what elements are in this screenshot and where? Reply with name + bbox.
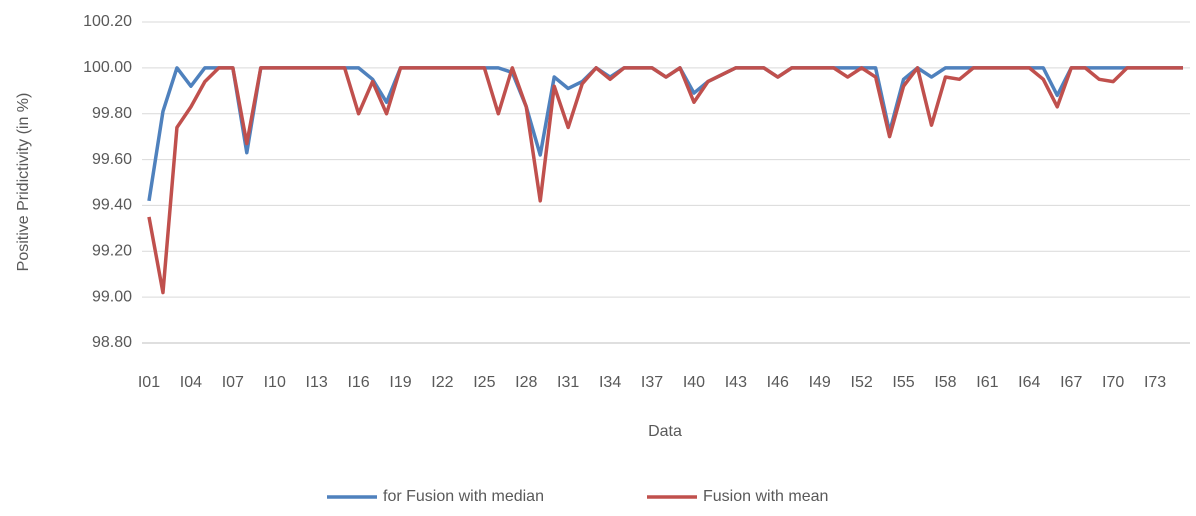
series-line <box>147 66 1184 295</box>
y-axis-title: Positive Pridictivity (in %) <box>15 93 32 272</box>
x-tick-label: I37 <box>641 374 663 391</box>
x-tick-label: I64 <box>1018 374 1040 391</box>
y-tick-label: 99.20 <box>92 243 132 260</box>
legend-label: for Fusion with median <box>383 488 544 505</box>
x-tick-label: I40 <box>683 374 705 391</box>
x-tick-label: I13 <box>306 374 328 391</box>
x-tick-label: I07 <box>222 374 244 391</box>
x-tick-label: I34 <box>599 374 621 391</box>
x-tick-label: I52 <box>851 374 873 391</box>
x-tick-label: I22 <box>431 374 453 391</box>
x-tick-label: I01 <box>138 374 160 391</box>
x-tick-label: I55 <box>892 374 914 391</box>
y-tick-label: 99.00 <box>92 288 132 305</box>
x-tick-label: I10 <box>264 374 286 391</box>
x-tick-label: I70 <box>1102 374 1124 391</box>
y-tick-label: 100.00 <box>83 59 132 76</box>
x-tick-label: I61 <box>976 374 998 391</box>
x-axis-title: Data <box>648 423 682 440</box>
y-tick-label: 99.80 <box>92 105 132 122</box>
y-tick-label: 99.60 <box>92 151 132 168</box>
x-tick-label: I49 <box>809 374 831 391</box>
y-tick-label: 100.20 <box>83 13 132 30</box>
x-tick-label: I43 <box>725 374 747 391</box>
x-tick-label: I28 <box>515 374 537 391</box>
y-tick-label: 98.80 <box>92 334 132 351</box>
x-tick-label: I16 <box>347 374 369 391</box>
x-tick-label: I73 <box>1144 374 1166 391</box>
x-tick-label: I46 <box>767 374 789 391</box>
x-tick-label: I67 <box>1060 374 1082 391</box>
y-tick-label: 99.40 <box>92 197 132 214</box>
x-tick-label: I04 <box>180 374 202 391</box>
legend-label: Fusion with mean <box>703 488 828 505</box>
x-tick-label: I31 <box>557 374 579 391</box>
x-tick-label: I25 <box>473 374 495 391</box>
x-tick-label: I19 <box>389 374 411 391</box>
x-tick-label: I58 <box>934 374 956 391</box>
